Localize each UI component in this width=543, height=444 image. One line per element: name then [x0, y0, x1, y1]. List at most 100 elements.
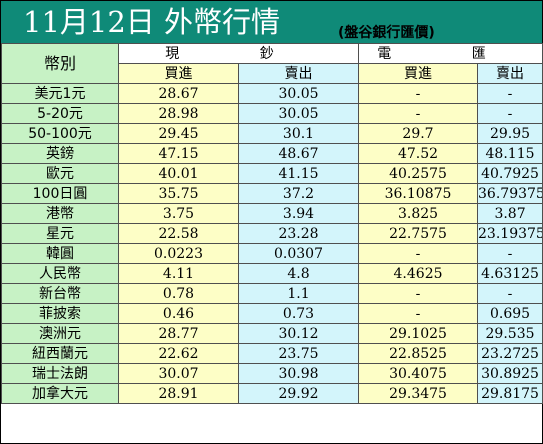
cash-sell-cell: 41.15 — [237, 163, 360, 184]
table-row: 加拿大元 28.91 29.92 29.3475 29.8175 — [1, 383, 543, 404]
currency-name: 星元 — [1, 223, 119, 244]
header-cash: 現 鈔 — [117, 43, 360, 64]
table-row: 5-20元 28.98 30.05- - — [1, 103, 543, 124]
table-row: 50-100元 29.45 30.1 29.7 29.95 — [1, 123, 543, 144]
page-title: 11月12日 外幣行情 — [23, 5, 281, 39]
cash-buy-cell: 0.46 — [118, 303, 239, 324]
cash-buy-cell: 35.75 — [118, 183, 239, 204]
currency-name: 50-100元 — [1, 123, 119, 144]
table-row: 英鎊 47.15 48.67 47.52 48.115 — [1, 143, 543, 164]
currency-name: 新台幣 — [1, 283, 119, 304]
tt-sell-cell: 40.7925 — [477, 163, 543, 184]
table-row: 新台幣 0.78 1.1- - — [1, 283, 543, 304]
tt-sell-cell: 23.19375 — [477, 223, 543, 244]
tt-sell-cell: - — [477, 283, 543, 304]
cash-sell-cell: 23.75 — [237, 343, 360, 364]
tt-buy-cell: 22.7575 — [358, 223, 479, 244]
tt-buy-cell: 29.3475 — [358, 383, 479, 404]
tt-buy-cell: 29.1025 — [358, 323, 479, 344]
cash-sell-cell: 37.2 — [237, 183, 360, 204]
tt-buy-cell: - — [358, 83, 479, 104]
table-row: 菲披索 0.46 0.73-0.695 — [1, 303, 543, 324]
header-tt-buy: 買進 — [358, 63, 479, 84]
cash-buy-cell: 22.62 — [118, 343, 239, 364]
currency-name: 歐元 — [1, 163, 119, 184]
cash-buy-cell: 47.15 — [118, 143, 239, 164]
tt-sell-cell: 29.8175 — [477, 383, 543, 404]
tt-sell-cell: 0.695 — [477, 303, 543, 324]
tt-buy-cell: 36.10875 — [358, 183, 479, 204]
cash-buy-cell: 30.07 — [118, 363, 239, 384]
tt-buy-cell: - — [358, 283, 479, 304]
tt-buy-cell: 40.2575 — [358, 163, 479, 184]
table-row: 星元 22.58 23.28 22.7575 23.19375 — [1, 223, 543, 244]
cash-buy-cell: 0.0223 — [118, 243, 239, 264]
cash-sell-cell: 30.1 — [237, 123, 360, 144]
table-row: 歐元 40.01 41.15 40.2575 40.7925 — [1, 163, 543, 184]
currency-name: 加拿大元 — [1, 383, 119, 404]
cash-sell-cell: 29.92 — [237, 383, 360, 404]
tt-buy-cell: - — [358, 243, 479, 264]
header-cash-sell: 賣出 — [237, 63, 360, 84]
cash-buy-cell: 4.11 — [118, 263, 239, 284]
cash-buy-cell: 28.98 — [118, 103, 239, 124]
currency-name: 紐西蘭元 — [1, 343, 119, 364]
cash-buy-cell: 28.67 — [118, 83, 239, 104]
table-row: 美元1元 28.67 30.05- - — [1, 83, 543, 104]
cash-buy-cell: 0.78 — [118, 283, 239, 304]
tt-sell-cell: 4.63125 — [477, 263, 543, 284]
currency-name: 美元1元 — [1, 83, 119, 104]
currency-name: 5-20元 — [1, 103, 119, 124]
cash-sell-cell: 30.98 — [237, 363, 360, 384]
table-row: 瑞士法朗 30.07 30.98 30.4075 30.8925 — [1, 363, 543, 384]
tt-sell-cell: 23.2725 — [477, 343, 543, 364]
tt-buy-cell: 47.52 — [358, 143, 479, 164]
rates-body: 美元1元 28.67 30.05- -5-20元 28.98 30.05- -50-100元… — [1, 83, 543, 404]
currency-name: 瑞士法朗 — [1, 363, 119, 384]
tt-sell-cell: 29.535 — [477, 323, 543, 344]
cash-sell-cell: 3.94 — [237, 203, 360, 224]
currency-name: 菲披索 — [1, 303, 119, 324]
header-telegraphic: 電 匯 — [358, 43, 543, 64]
cash-sell-cell: 0.0307 — [237, 243, 360, 264]
bank-source-label: (盤谷銀行匯價) — [338, 25, 435, 41]
table-row: 韓圓 0.0223 0.0307- - — [1, 243, 543, 264]
tt-sell-cell: - — [477, 243, 543, 264]
tt-sell-cell: 30.8925 — [477, 363, 543, 384]
tt-buy-cell: 22.8525 — [358, 343, 479, 364]
table-row: 港幣 3.75 3.94 3.825 3.87 — [1, 203, 543, 224]
cash-sell-cell: 30.05 — [237, 83, 360, 104]
cash-buy-cell: 40.01 — [118, 163, 239, 184]
cash-sell-cell: 4.8 — [237, 263, 360, 284]
tt-buy-cell: 30.4075 — [358, 363, 479, 384]
rates-table: 幣別 現 鈔 電 匯 買進 賣出 買進 賣出 美元1元 28.67 30.05- -5… — [1, 43, 543, 404]
cash-sell-cell: 1.1 — [237, 283, 360, 304]
currency-name: 人民幣 — [1, 263, 119, 284]
currency-name: 英鎊 — [1, 143, 119, 164]
title-bar: 11月12日 外幣行情 (盤谷銀行匯價) — [1, 1, 542, 43]
header-cash-buy: 買進 — [118, 63, 239, 84]
cash-sell-cell: 30.12 — [237, 323, 360, 344]
table-row: 人民幣 4.11 4.8 4.4625 4.63125 — [1, 263, 543, 284]
cash-buy-cell: 22.58 — [118, 223, 239, 244]
cash-sell-cell: 30.05 — [237, 103, 360, 124]
currency-name: 澳洲元 — [1, 323, 119, 344]
tt-buy-cell: - — [358, 103, 479, 124]
currency-name: 港幣 — [1, 203, 119, 224]
tt-sell-cell: 36.79375 — [477, 183, 543, 204]
tt-sell-cell: 3.87 — [477, 203, 543, 224]
tt-buy-cell: 3.825 — [358, 203, 479, 224]
currency-name: 韓圓 — [1, 243, 119, 264]
cash-sell-cell: 0.73 — [237, 303, 360, 324]
cash-buy-cell: 29.45 — [118, 123, 239, 144]
table-row: 紐西蘭元 22.62 23.75 22.8525 23.2725 — [1, 343, 543, 364]
tt-buy-cell: - — [358, 303, 479, 324]
cash-buy-cell: 28.91 — [118, 383, 239, 404]
table-row: 100日圓 35.75 37.2 36.10875 36.79375 — [1, 183, 543, 204]
tt-sell-cell: 29.95 — [477, 123, 543, 144]
tt-buy-cell: 4.4625 — [358, 263, 479, 284]
cash-sell-cell: 48.67 — [237, 143, 360, 164]
cash-sell-cell: 23.28 — [237, 223, 360, 244]
cash-buy-cell: 28.77 — [118, 323, 239, 344]
